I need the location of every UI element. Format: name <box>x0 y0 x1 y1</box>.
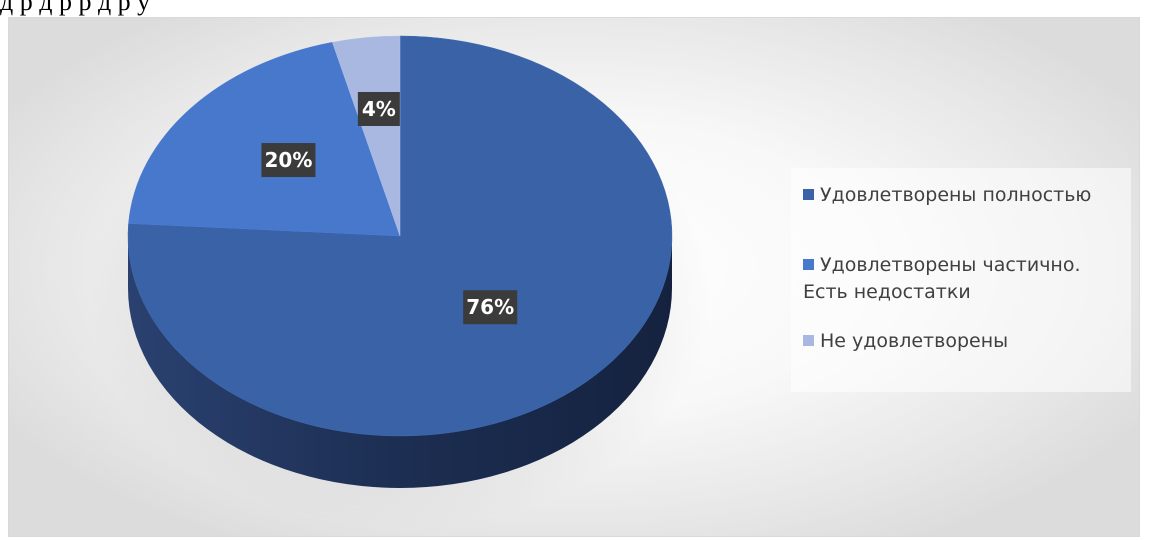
legend-swatch <box>803 259 814 270</box>
document-text-fragment: д р д р р д р у <box>0 0 151 16</box>
data-label: 20% <box>265 148 313 172</box>
legend-swatch <box>803 335 814 346</box>
legend-label: Удовлетворены частично. Есть недостатки <box>803 254 1081 303</box>
legend-label: Удовлетворены полностью <box>820 184 1092 206</box>
pie-chart: 76% 20% 4% Удовлетворены полностью Удовлет… <box>8 17 1140 537</box>
pie-slice <box>332 35 401 237</box>
legend-label: Не удовлетворены <box>820 330 1009 352</box>
pie-slice-side <box>128 236 672 488</box>
legend-item: Удовлетворены частично. Есть недостатки <box>803 252 1129 306</box>
legend-swatch <box>803 189 814 200</box>
legend-item: Удовлетворены полностью <box>803 182 1129 209</box>
data-label-box <box>357 91 400 126</box>
data-label-box <box>463 290 518 325</box>
pie-chart-svg: 76% 20% 4% <box>88 35 712 528</box>
pie-slice <box>128 41 401 237</box>
data-label: 4% <box>362 97 396 121</box>
data-label-box <box>261 143 316 178</box>
data-label: 76% <box>466 295 514 319</box>
legend-item: Не удовлетворены <box>803 328 1129 355</box>
chart-legend: Удовлетворены полностью Удовлетворены ча… <box>791 168 1131 392</box>
